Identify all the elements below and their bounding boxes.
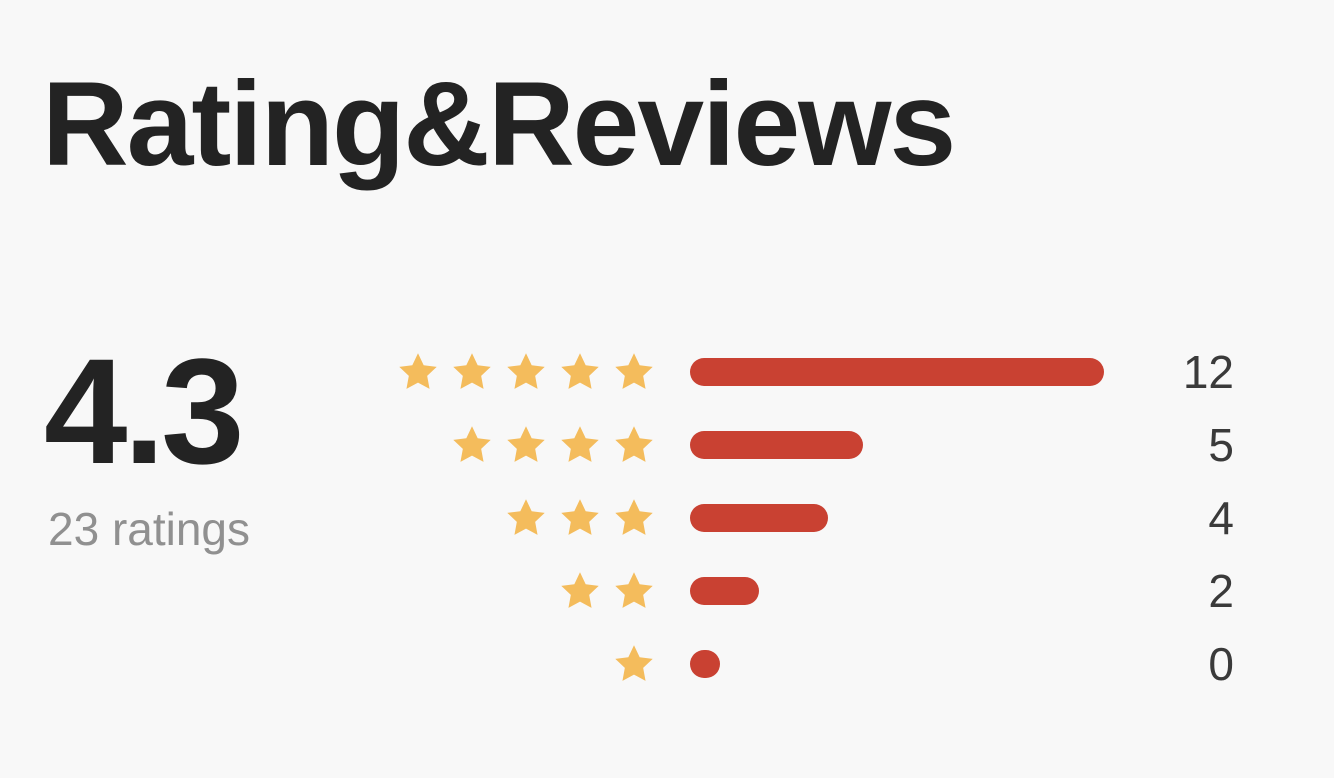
rating-count: 0 — [1208, 638, 1234, 690]
star-icon — [612, 350, 656, 394]
rating-row-5-star: 12 — [0, 348, 1334, 396]
rating-row-3-star: 4 — [0, 494, 1334, 542]
star-icon — [504, 496, 548, 540]
star-icon — [450, 350, 494, 394]
star-group — [504, 494, 656, 542]
ratings-count: 23 ratings — [48, 503, 251, 555]
star-icon — [504, 350, 548, 394]
star-icon — [396, 350, 440, 394]
star-icon — [558, 423, 602, 467]
rating-row-4-star: 5 — [0, 421, 1334, 469]
star-group — [558, 567, 656, 615]
star-icon — [450, 423, 494, 467]
star-icon — [558, 569, 602, 613]
average-rating: 4.3 — [44, 327, 245, 495]
star-group — [396, 348, 656, 396]
star-icon — [612, 496, 656, 540]
page-title: Rating&Reviews — [42, 57, 956, 191]
rating-count: 2 — [1208, 565, 1234, 617]
star-icon — [612, 423, 656, 467]
rating-count: 4 — [1208, 492, 1234, 544]
star-icon — [612, 642, 656, 686]
star-icon — [504, 423, 548, 467]
star-icon — [558, 496, 602, 540]
rating-row-2-star: 2 — [0, 567, 1334, 615]
rating-bar — [690, 650, 720, 678]
rating-count: 12 — [1182, 346, 1234, 398]
star-icon — [558, 350, 602, 394]
star-icon — [612, 569, 656, 613]
rating-count: 5 — [1208, 419, 1234, 471]
rating-bar — [690, 358, 1104, 386]
star-group — [612, 640, 656, 688]
rating-bar — [690, 577, 759, 605]
rating-bar — [690, 431, 863, 459]
star-group — [450, 421, 656, 469]
rating-bar — [690, 504, 828, 532]
rating-row-1-star: 0 — [0, 640, 1334, 688]
